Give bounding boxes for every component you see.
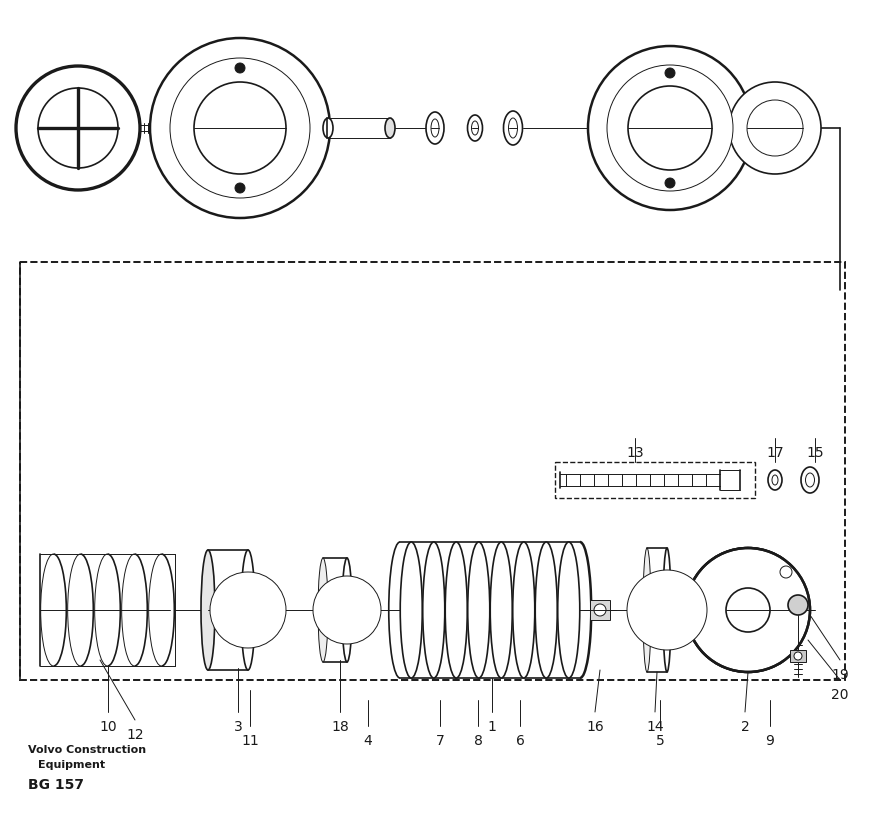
Text: 3: 3 [233, 720, 242, 734]
Bar [790, 650, 806, 662]
Ellipse shape [467, 115, 482, 141]
Text: 1: 1 [488, 720, 497, 734]
Circle shape [788, 595, 808, 615]
Text: 17: 17 [766, 446, 784, 460]
Circle shape [235, 63, 245, 73]
Ellipse shape [431, 119, 439, 137]
Bar [555, 462, 755, 498]
Ellipse shape [201, 550, 215, 670]
Circle shape [780, 566, 792, 578]
Text: 9: 9 [765, 734, 774, 748]
Circle shape [747, 100, 803, 156]
Text: 6: 6 [515, 734, 524, 748]
Circle shape [686, 548, 810, 672]
Ellipse shape [426, 112, 444, 144]
Ellipse shape [663, 548, 671, 672]
Text: 20: 20 [831, 688, 849, 702]
Ellipse shape [423, 542, 445, 678]
Ellipse shape [323, 118, 333, 138]
Ellipse shape [241, 550, 255, 670]
Ellipse shape [805, 473, 814, 487]
Text: 19: 19 [831, 668, 849, 682]
Circle shape [235, 183, 245, 193]
Circle shape [588, 46, 752, 210]
Text: 5: 5 [656, 734, 664, 748]
Text: 13: 13 [627, 446, 643, 460]
Circle shape [210, 572, 286, 648]
Ellipse shape [468, 542, 490, 678]
Text: 14: 14 [646, 720, 664, 734]
Text: 18: 18 [331, 720, 349, 734]
Bar [590, 600, 610, 620]
Text: 10: 10 [99, 720, 117, 734]
Ellipse shape [772, 475, 778, 485]
Text: 15: 15 [806, 446, 824, 460]
Text: 7: 7 [435, 734, 444, 748]
Circle shape [627, 570, 707, 650]
Circle shape [38, 88, 118, 168]
Ellipse shape [445, 542, 467, 678]
Circle shape [170, 58, 310, 198]
Ellipse shape [342, 558, 352, 662]
Ellipse shape [504, 111, 522, 145]
Ellipse shape [472, 121, 479, 135]
Ellipse shape [768, 470, 782, 490]
Ellipse shape [318, 558, 328, 662]
Ellipse shape [558, 542, 579, 678]
Circle shape [665, 178, 675, 188]
Text: 2: 2 [740, 720, 749, 734]
Ellipse shape [535, 542, 557, 678]
Text: Equipment: Equipment [38, 760, 105, 770]
Text: BG 157: BG 157 [28, 778, 84, 792]
Text: 8: 8 [473, 734, 482, 748]
Ellipse shape [801, 467, 819, 493]
Circle shape [607, 65, 733, 191]
Text: Volvo Construction: Volvo Construction [28, 745, 146, 755]
Circle shape [194, 82, 286, 174]
Circle shape [794, 652, 802, 660]
Circle shape [628, 86, 712, 170]
Bar [20, 262, 845, 680]
Ellipse shape [490, 542, 513, 678]
Ellipse shape [385, 118, 395, 138]
Circle shape [16, 66, 140, 190]
Text: 16: 16 [587, 720, 604, 734]
Ellipse shape [400, 542, 422, 678]
Ellipse shape [513, 542, 535, 678]
Circle shape [150, 38, 330, 218]
Circle shape [665, 68, 675, 78]
Circle shape [726, 588, 770, 632]
Circle shape [594, 604, 606, 616]
Text: 11: 11 [241, 734, 259, 748]
Text: 12: 12 [126, 728, 144, 742]
Circle shape [729, 82, 821, 174]
Text: 4: 4 [364, 734, 372, 748]
Ellipse shape [643, 548, 651, 672]
Circle shape [313, 576, 381, 644]
Ellipse shape [508, 118, 517, 138]
